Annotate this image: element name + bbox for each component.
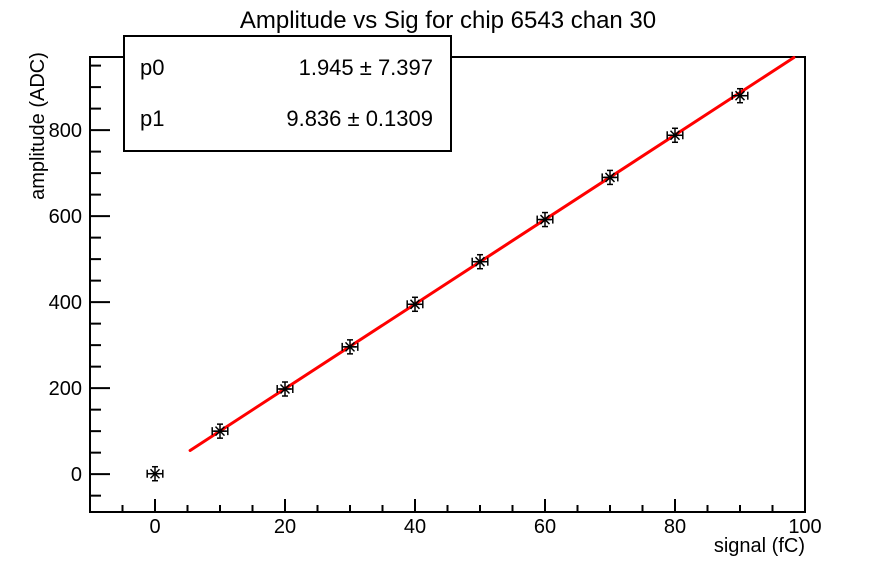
fit-stats-box: p0 1.945 ± 7.397 p1 9.836 ± 0.1309	[123, 35, 452, 152]
y-tick-label: 400	[49, 292, 82, 314]
x-tick-label: 60	[534, 516, 556, 538]
data-points	[146, 87, 749, 482]
y-tick-label: 600	[49, 206, 82, 228]
x-tick-label: 20	[274, 516, 296, 538]
data-point-marker	[146, 465, 164, 482]
y-tick-label: 0	[71, 464, 82, 486]
y-tick-label: 200	[49, 378, 82, 400]
x-tick-label: 80	[664, 516, 686, 538]
param-p1-value: 9.836 ± 0.1309	[286, 105, 433, 131]
data-point-marker	[406, 296, 424, 313]
x-axis: 0 20 40 60 80 100	[121, 499, 822, 538]
data-point-marker	[276, 381, 294, 397]
stats-row-p0: p0 1.945 ± 7.397	[125, 55, 450, 81]
x-axis-title: signal (fC)	[713, 535, 805, 557]
data-point-marker	[536, 211, 554, 228]
x-tick-label: 100	[788, 516, 821, 538]
fit-line	[188, 56, 796, 452]
x-tick-label: 40	[404, 516, 426, 538]
data-point-marker	[666, 127, 684, 144]
param-p0-name: p0	[140, 55, 165, 81]
x-tick-label: 0	[149, 516, 160, 538]
data-point-marker	[341, 339, 359, 355]
y-axis: 0 200 400 600 800	[49, 64, 110, 497]
data-point-marker	[731, 87, 749, 104]
data-point-marker	[471, 253, 489, 270]
chart-title: Amplitude vs Sig for chip 6543 chan 30	[239, 7, 657, 34]
data-point-marker	[211, 423, 229, 439]
param-p1-name: p1	[140, 105, 165, 131]
data-point-marker	[601, 169, 619, 186]
param-p0-value: 1.945 ± 7.397	[298, 55, 433, 81]
stats-row-p1: p1 9.836 ± 0.1309	[125, 106, 450, 132]
y-axis-title: amplitude (ADC)	[27, 52, 49, 200]
y-tick-label: 800	[49, 120, 82, 142]
